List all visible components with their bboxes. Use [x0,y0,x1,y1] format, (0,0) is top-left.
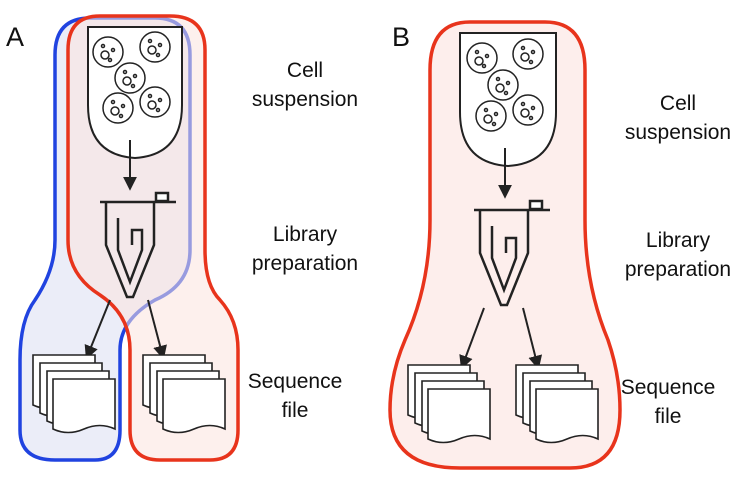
file-stack-left-b [407,364,491,444]
cells-a [92,31,171,124]
panel-letter-b: B [392,22,410,52]
cell-icon [466,42,498,74]
label-cell-a: Cell [287,59,323,82]
label-library-b: Library [646,229,711,252]
arrow-tube-to-file-left-b [459,307,485,370]
file-stack-right-a [142,354,226,434]
label-sequence-b: Sequence [621,376,716,399]
file-stack-left-a [32,354,116,434]
cell-icon [114,62,146,94]
panel-b: B [388,20,731,470]
file-stack-right-b [515,364,599,444]
arrow-tube-to-file-right-b [522,307,543,370]
cell-icon [102,92,134,124]
cell-icon [92,36,124,68]
tube-icon-b [474,199,550,307]
label-cell-b: Cell [660,92,696,115]
cell-icon [512,38,544,70]
cell-icon [139,86,171,118]
tube-icon-a [100,191,176,299]
arrow-tube-to-file-left-a [84,299,111,360]
cell-icon [475,100,507,132]
label-sequence-a: Sequence [248,370,343,393]
label-file-b: file [655,405,682,428]
arrow-tube-to-file-right-a [147,299,167,360]
panel-a: A [6,14,358,462]
label-library-a: Library [273,223,338,246]
cell-icon [512,94,544,126]
label-file-a: file [282,399,309,422]
label-preparation-b: preparation [625,258,731,281]
cell-icon [139,31,171,63]
label-suspension-b: suspension [625,121,731,144]
label-suspension-a: suspension [252,88,358,111]
label-preparation-a: preparation [252,252,358,275]
cell-icon [487,69,519,101]
cells-b [466,38,544,132]
panel-letter-a: A [6,22,24,52]
